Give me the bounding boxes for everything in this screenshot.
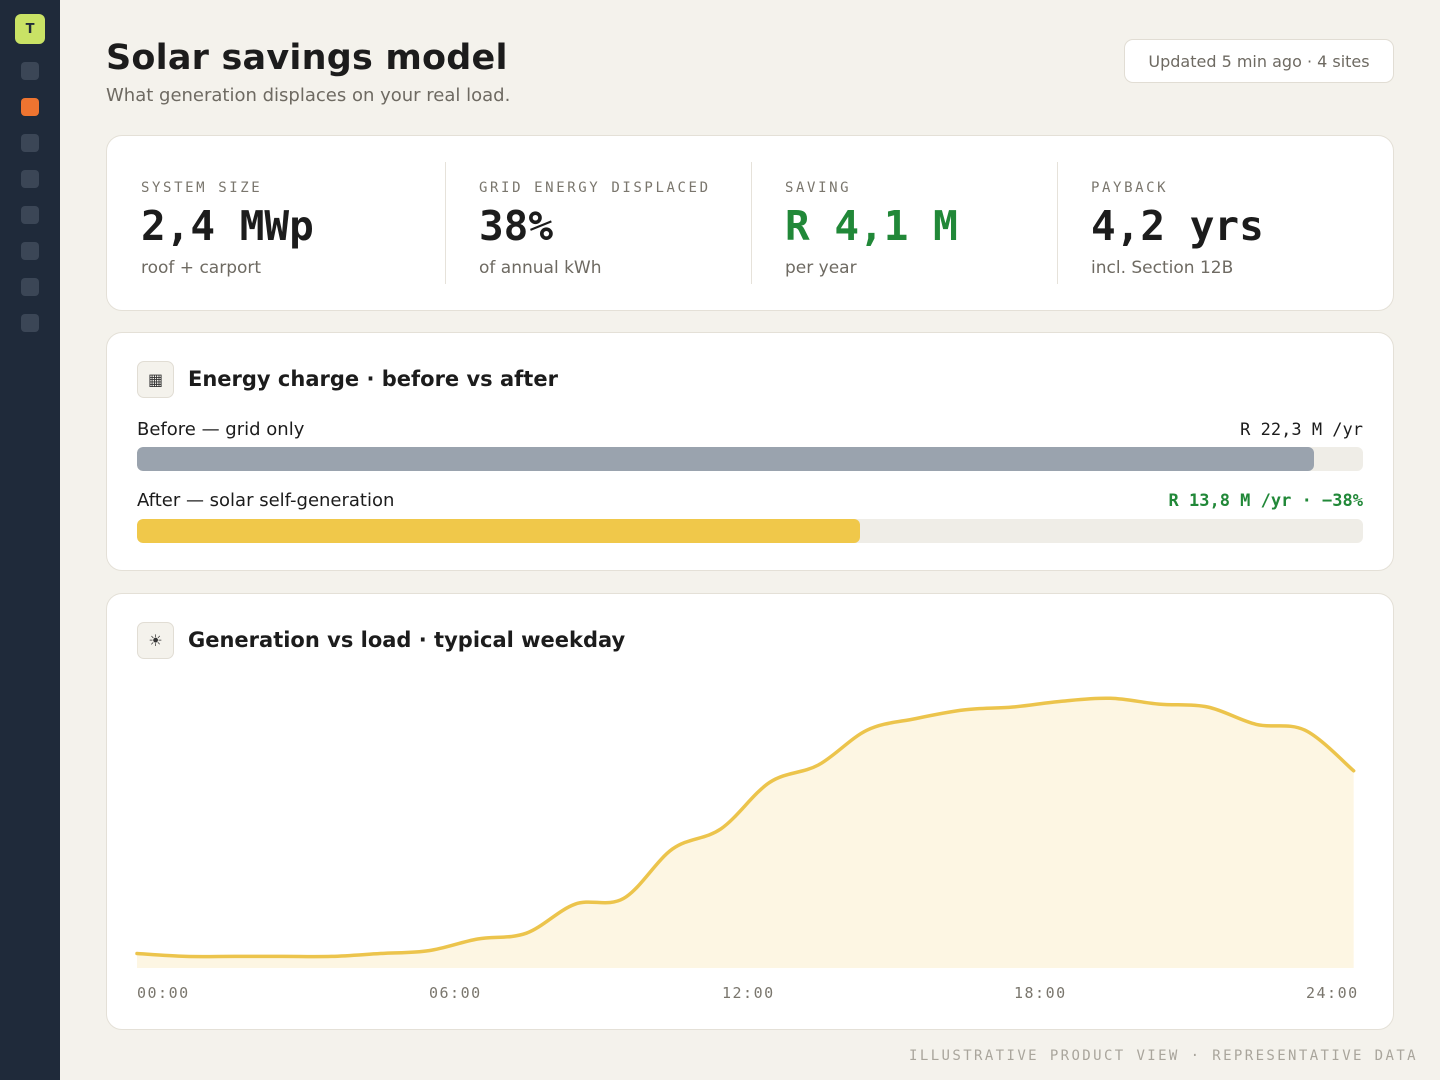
energy-charge-card: ▦ Energy charge · before vs after Before… bbox=[106, 332, 1394, 571]
kpi-value: 2,4 MWp bbox=[141, 202, 314, 250]
after-label: After — solar self-generation bbox=[137, 490, 395, 511]
generation-area bbox=[137, 698, 1354, 968]
card-title: Generation vs load · typical weekday bbox=[188, 628, 626, 652]
x-tick-label: 18:00 bbox=[1014, 984, 1067, 1002]
kpi-value: 38% bbox=[479, 202, 554, 250]
status-badge: Updated 5 min ago · 4 sites bbox=[1124, 39, 1394, 83]
x-tick-label: 24:00 bbox=[1306, 984, 1359, 1002]
after-value: R 13,8 M /yr · −38% bbox=[1168, 491, 1363, 511]
x-tick-label: 12:00 bbox=[722, 984, 775, 1002]
kpi-divider bbox=[1057, 162, 1058, 284]
before-bar-fill bbox=[137, 447, 1314, 471]
nav-item-6[interactable] bbox=[21, 242, 39, 260]
sidebar: T bbox=[0, 0, 60, 1080]
nav-item-5[interactable] bbox=[21, 206, 39, 224]
kpi-divider bbox=[751, 162, 752, 284]
generation-chart bbox=[135, 696, 1356, 968]
generation-card: ☀ Generation vs load · typical weekday 0… bbox=[106, 593, 1394, 1030]
nav-item-3[interactable] bbox=[21, 134, 39, 152]
kpi-sub: incl. Section 12B bbox=[1091, 258, 1234, 278]
after-bar-track bbox=[137, 519, 1363, 543]
kpi-system-size: SYSTEM SIZE 2,4 MWp roof + carport bbox=[141, 162, 441, 284]
card-title: Energy charge · before vs after bbox=[188, 367, 558, 391]
before-label: Before — grid only bbox=[137, 419, 305, 440]
kpi-label: PAYBACK bbox=[1091, 180, 1169, 196]
nav-item-7[interactable] bbox=[21, 278, 39, 296]
kpi-label: GRID ENERGY DISPLACED bbox=[479, 180, 711, 196]
kpi-value: 4,2 yrs bbox=[1091, 202, 1264, 250]
before-value: R 22,3 M /yr bbox=[1240, 420, 1363, 440]
kpi-saving: SAVING R 4,1 M per year bbox=[785, 162, 1055, 284]
after-bar-fill bbox=[137, 519, 861, 543]
grid-icon: ▦ bbox=[137, 361, 174, 398]
nav-item-4[interactable] bbox=[21, 170, 39, 188]
nav-item-8[interactable] bbox=[21, 314, 39, 332]
page-subtitle: What generation displaces on your real l… bbox=[106, 85, 511, 106]
kpi-grid-energy-displaced: GRID ENERGY DISPLACED 38% of annual kWh bbox=[479, 162, 749, 284]
kpi-label: SAVING bbox=[785, 180, 852, 196]
page-title: Solar savings model bbox=[106, 38, 508, 78]
app-logo[interactable]: T bbox=[15, 14, 45, 44]
kpi-sub: roof + carport bbox=[141, 258, 262, 278]
x-tick-label: 06:00 bbox=[429, 984, 482, 1002]
footer-note: ILLUSTRATIVE PRODUCT VIEW · REPRESENTATI… bbox=[909, 1048, 1418, 1064]
kpi-value: R 4,1 M bbox=[785, 202, 958, 250]
before-bar-track bbox=[137, 447, 1363, 471]
nav-item-2[interactable] bbox=[21, 98, 39, 116]
nav-item-1[interactable] bbox=[21, 62, 39, 80]
sun-icon: ☀ bbox=[137, 622, 174, 659]
kpi-payback: PAYBACK 4,2 yrs incl. Section 12B bbox=[1091, 162, 1361, 284]
kpi-label: SYSTEM SIZE bbox=[141, 180, 263, 196]
kpi-divider bbox=[445, 162, 446, 284]
kpi-card: SYSTEM SIZE 2,4 MWp roof + carport GRID … bbox=[106, 135, 1394, 311]
x-tick-label: 00:00 bbox=[137, 984, 190, 1002]
kpi-sub: per year bbox=[785, 258, 857, 278]
generation-line bbox=[135, 696, 1356, 959]
kpi-sub: of annual kWh bbox=[479, 258, 602, 278]
